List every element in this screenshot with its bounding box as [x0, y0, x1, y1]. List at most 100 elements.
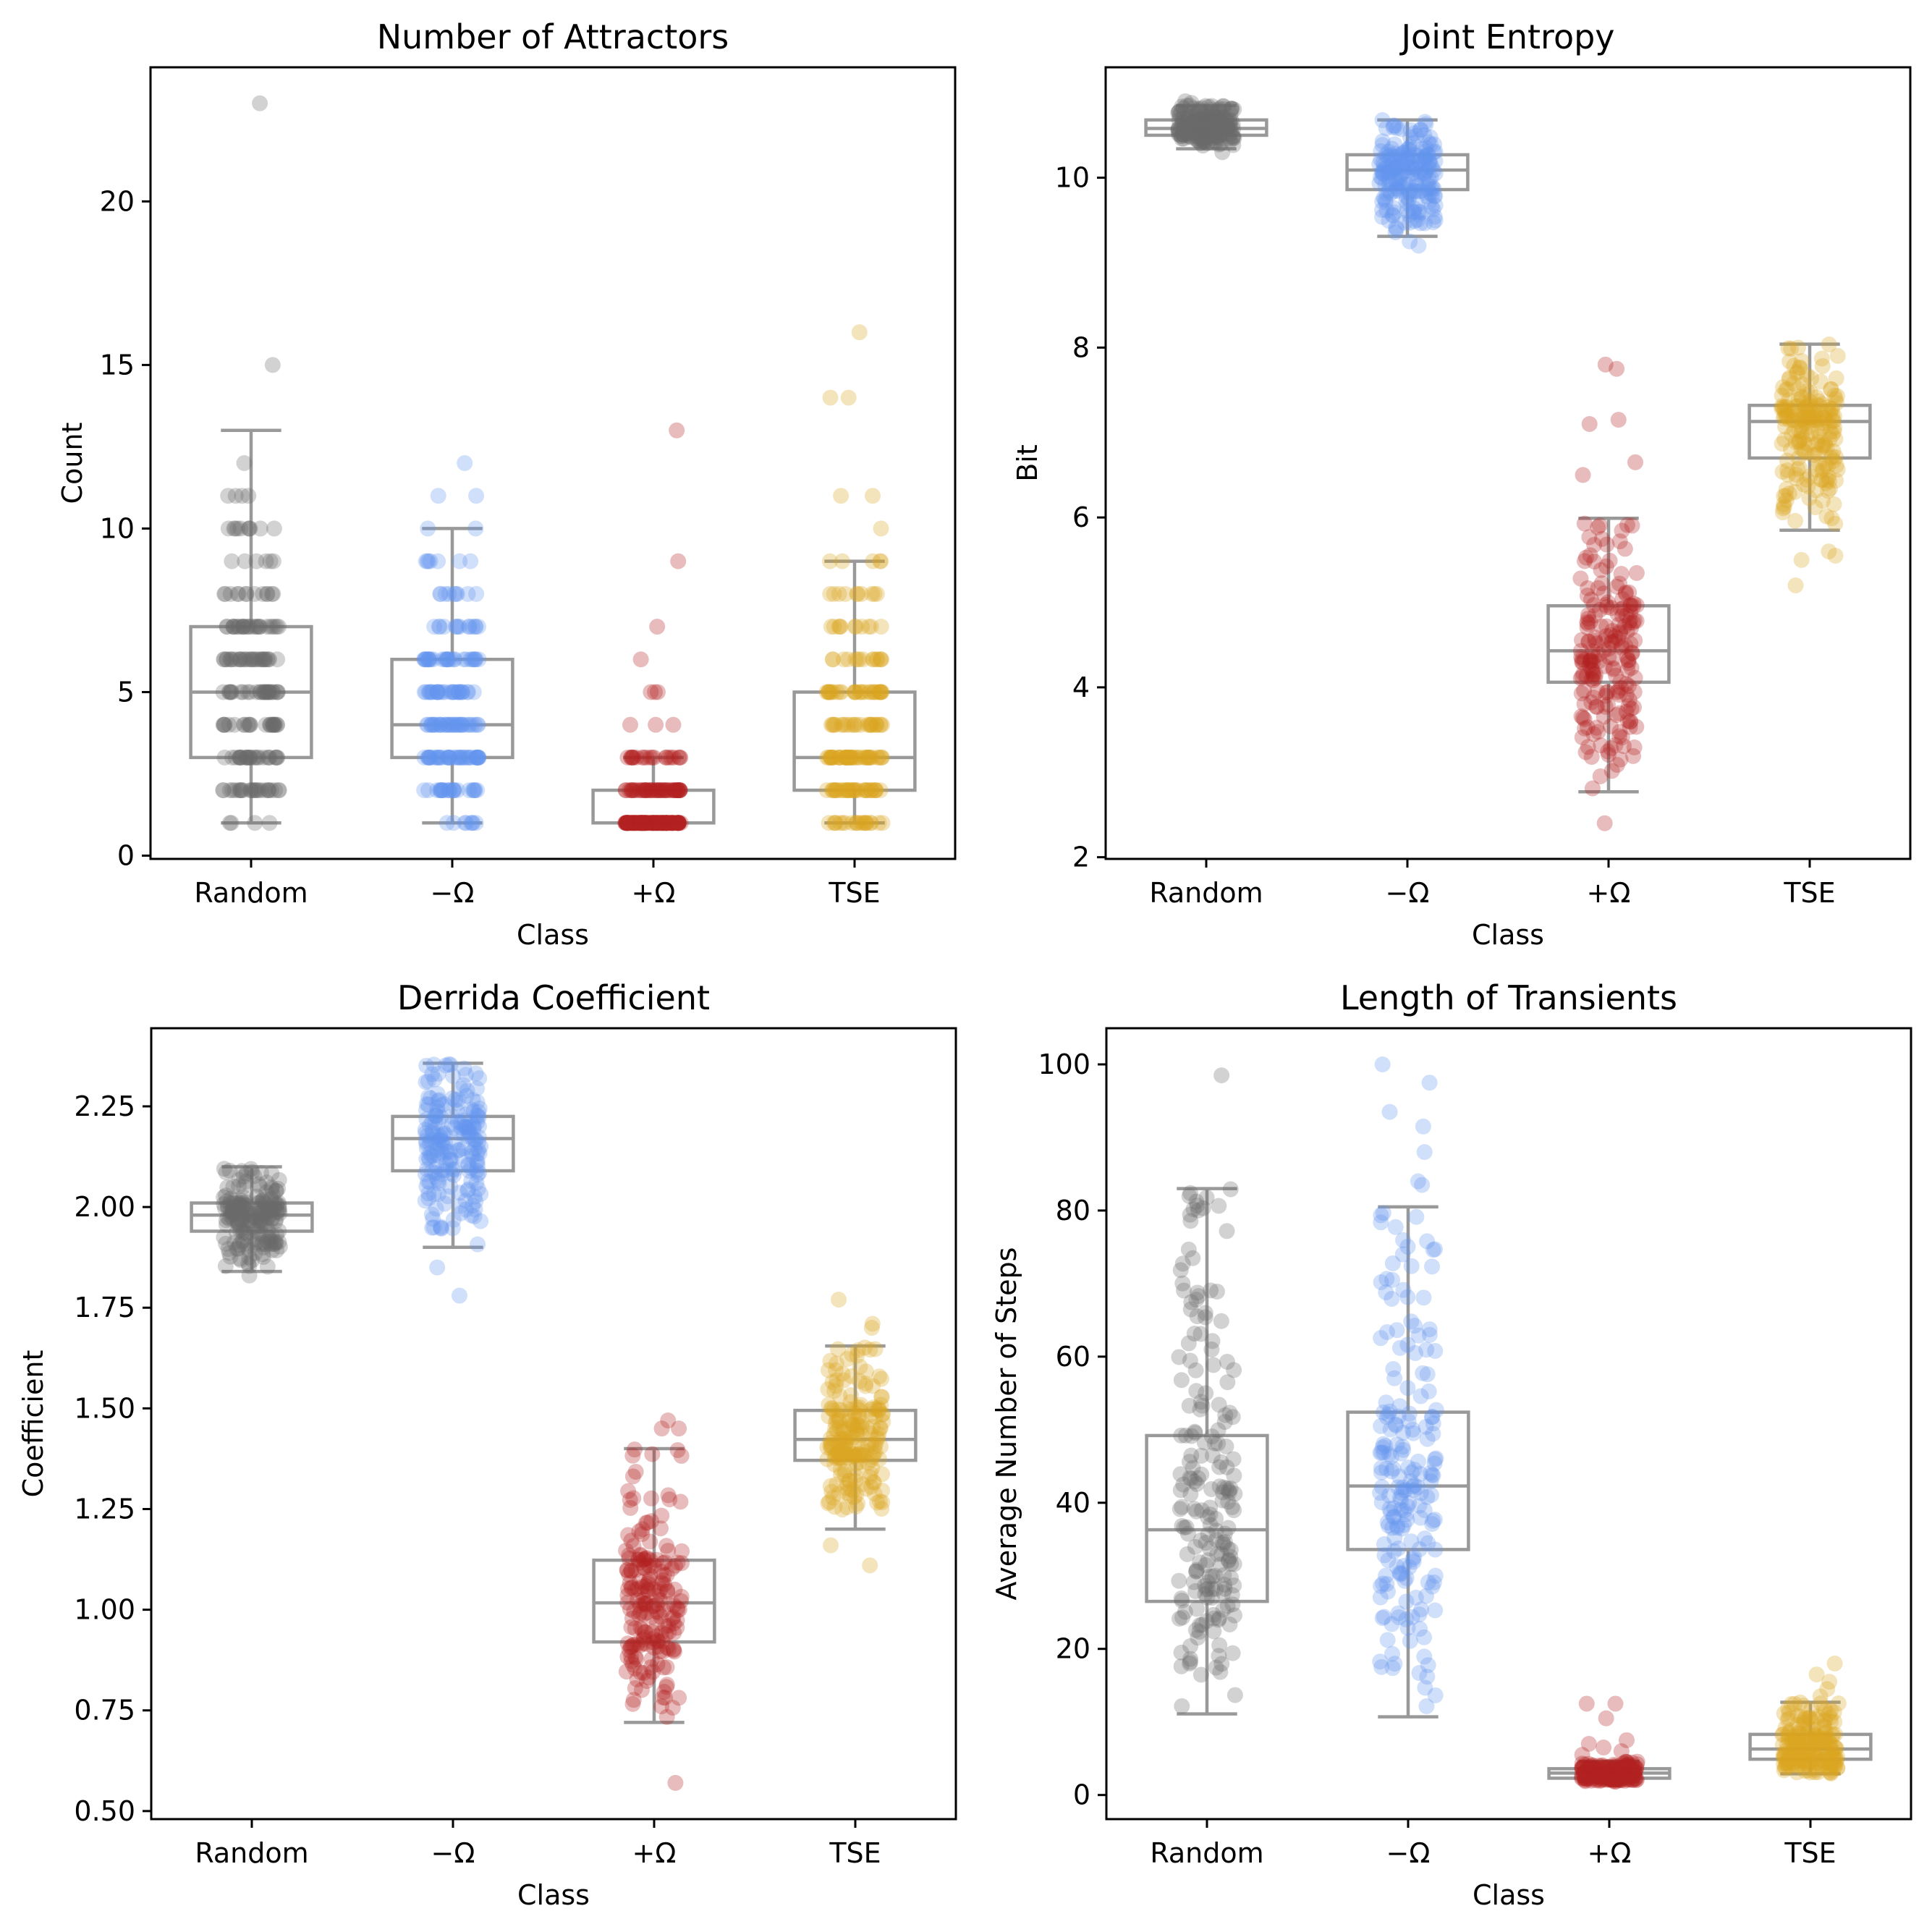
- data-point: [230, 585, 247, 602]
- data-point: [236, 455, 253, 471]
- data-point: [1173, 1372, 1190, 1389]
- data-point: [245, 782, 261, 799]
- data-point: [821, 684, 837, 700]
- data-point: [1213, 112, 1230, 129]
- data-point: [824, 782, 841, 799]
- data-point: [1223, 101, 1240, 117]
- data-point: [1380, 143, 1397, 160]
- data-point: [661, 782, 677, 799]
- data-point: [873, 749, 890, 766]
- data-point: [231, 651, 247, 668]
- data-point: [827, 782, 844, 799]
- data-point: [1204, 1447, 1221, 1464]
- data-point: [424, 716, 441, 733]
- data-point: [457, 716, 474, 733]
- data-point: [643, 782, 660, 799]
- data-point: [661, 815, 678, 831]
- iqr-box: [1345, 153, 1470, 192]
- data-point: [1410, 203, 1427, 220]
- data-point: [231, 1237, 247, 1253]
- data-point: [219, 619, 235, 635]
- data-point: [242, 749, 258, 766]
- data-point: [436, 716, 453, 733]
- data-point: [260, 782, 276, 799]
- data-point: [242, 619, 258, 635]
- data-point: [1393, 158, 1410, 175]
- data-point: [847, 619, 864, 635]
- data-point: [1575, 666, 1592, 682]
- data-point: [1401, 1559, 1418, 1575]
- data-point: [450, 684, 467, 700]
- data-point: [465, 684, 482, 700]
- data-point: [416, 651, 433, 668]
- data-point: [1200, 116, 1216, 133]
- data-point: [247, 815, 263, 831]
- data-point: [465, 619, 481, 635]
- data-point: [441, 585, 457, 602]
- data-point: [825, 716, 842, 733]
- data-point: [618, 815, 635, 831]
- data-point: [1188, 106, 1205, 123]
- data-point: [652, 815, 669, 831]
- data-point: [1199, 116, 1216, 132]
- data-point: [867, 782, 884, 799]
- data-point: [418, 684, 434, 700]
- x-tick-label: Random: [1149, 877, 1263, 909]
- data-point: [827, 782, 844, 799]
- data-point: [420, 651, 436, 668]
- data-point: [865, 684, 882, 700]
- data-point: [1195, 1200, 1211, 1216]
- data-point: [1211, 101, 1227, 117]
- data-point: [1382, 1421, 1399, 1438]
- data-point: [420, 749, 436, 766]
- data-point: [1182, 129, 1198, 145]
- data-point: [661, 782, 678, 799]
- data-point: [1205, 1357, 1221, 1373]
- data-point: [873, 684, 889, 700]
- data-point: [237, 749, 254, 766]
- data-point: [850, 585, 866, 602]
- data-point: [824, 651, 841, 668]
- data-point: [454, 749, 470, 766]
- strip-tse: [819, 1292, 891, 1574]
- data-point: [1174, 1255, 1191, 1272]
- data-point: [1211, 127, 1228, 143]
- data-point: [1580, 739, 1596, 755]
- data-point: [449, 619, 466, 635]
- data-point: [459, 684, 476, 700]
- data-point: [420, 749, 437, 766]
- data-point: [422, 684, 438, 700]
- data-point: [841, 782, 857, 799]
- boxplot-random: [1144, 103, 1268, 151]
- data-point: [846, 684, 863, 700]
- data-point: [1408, 183, 1425, 200]
- y-tick-label: 20: [100, 185, 135, 217]
- box-layer: [189, 428, 917, 825]
- data-point: [669, 422, 685, 438]
- data-point: [1200, 111, 1217, 128]
- data-point: [1576, 553, 1593, 569]
- data-point: [823, 1537, 839, 1554]
- y-tick-label: 80: [1056, 1195, 1090, 1226]
- data-point: [445, 815, 462, 831]
- data-point: [1394, 156, 1411, 173]
- data-point: [1404, 150, 1420, 166]
- data-point: [1407, 161, 1423, 178]
- data-point: [1402, 233, 1418, 250]
- data-point: [1385, 117, 1402, 134]
- data-point: [873, 749, 889, 766]
- data-point: [622, 1639, 639, 1656]
- data-point: [1197, 123, 1213, 140]
- data-point: [659, 1583, 676, 1600]
- data-point: [1784, 1734, 1800, 1750]
- data-point: [1378, 202, 1395, 219]
- data-point: [651, 782, 668, 799]
- y-tick-label: 20: [1056, 1633, 1090, 1665]
- data-point: [464, 651, 480, 668]
- data-point: [619, 815, 636, 831]
- data-point: [829, 684, 845, 700]
- data-point: [1214, 126, 1231, 143]
- data-point: [626, 815, 643, 831]
- data-point: [872, 684, 889, 700]
- data-point: [669, 1442, 686, 1459]
